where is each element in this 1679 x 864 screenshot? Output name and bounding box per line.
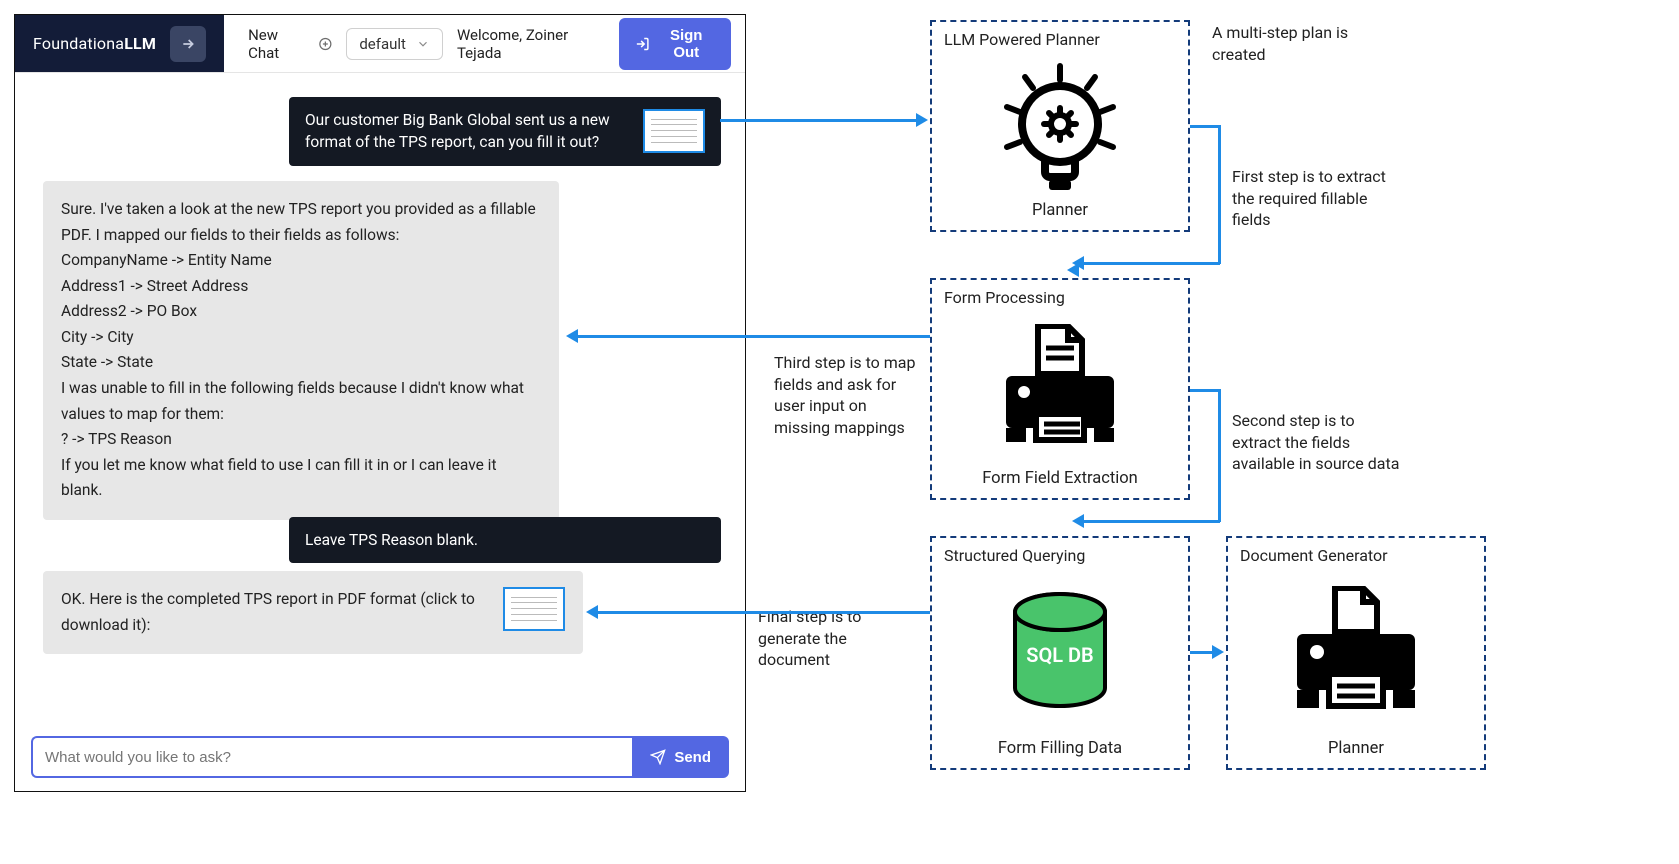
user-message-1: Our customer Big Bank Global sent us a n…: [289, 97, 721, 166]
chat-topbar: FoundationaLLM New Chat default Welcome,…: [15, 15, 745, 73]
arrow-form-query-seg3: [1084, 520, 1220, 523]
sign-out-label: Sign Out: [657, 27, 715, 61]
assistant-response-2: OK. Here is the completed TPS report in …: [43, 571, 583, 654]
user-message-2-text: Leave TPS Reason blank.: [305, 531, 478, 549]
send-button[interactable]: Send: [632, 736, 729, 778]
arrow-chat-to-planner-head: [916, 113, 928, 127]
form-processing-title: Form Processing: [944, 288, 1065, 307]
arrow-planner-form-seg3: [1084, 262, 1220, 265]
annotation-first-step: First step is to extract the required fi…: [1232, 166, 1402, 231]
structured-querying-title: Structured Querying: [944, 546, 1085, 565]
chevron-down-icon: [416, 37, 430, 51]
arrow-planner-form-head2: [1072, 256, 1084, 270]
arrow-to-resp1-head: [566, 329, 578, 343]
assistant-response-1-text: Sure. I've taken a look at the new TPS r…: [61, 200, 536, 499]
topbar-right: New Chat default Welcome, Zoiner Tejada …: [224, 15, 745, 72]
attachment-thumbnail-1[interactable]: [643, 109, 705, 153]
arrow-planner-form-seg2: [1218, 125, 1221, 264]
user-message-1-text: Our customer Big Bank Global sent us a n…: [305, 109, 629, 154]
arrow-form-query-head: [1072, 514, 1084, 528]
arrow-query-docgen: [1190, 651, 1214, 654]
annotation-final-step: Final step is to generate the document: [758, 606, 908, 671]
lightbulb-gear-icon: [995, 62, 1125, 201]
annotation-second-step: Second step is to extract the fields ava…: [1232, 410, 1402, 475]
arrow-to-resp2: [598, 611, 930, 614]
structured-querying-box: Structured Querying SQL DB Form Filling …: [930, 536, 1190, 770]
arrow-form-query-seg1: [1190, 389, 1220, 392]
agent-select[interactable]: default: [346, 28, 443, 60]
arrow-planner-form-seg1: [1190, 125, 1220, 128]
document-generator-box: Document Generator Planner: [1226, 536, 1486, 770]
arrow-right-icon: [180, 36, 196, 52]
sidebar-toggle-button[interactable]: [170, 26, 206, 62]
document-generator-title: Document Generator: [1240, 546, 1388, 565]
form-processing-box: Form Processing Form Field Ex: [930, 278, 1190, 500]
arrow-to-resp2-head: [586, 605, 598, 619]
document-generator-caption: Planner: [1228, 739, 1484, 758]
arrow-to-resp1: [578, 335, 930, 338]
arrow-query-docgen-head: [1212, 645, 1224, 659]
user-message-2: Leave TPS Reason blank.: [289, 517, 721, 563]
form-processing-caption: Form Field Extraction: [932, 469, 1188, 488]
planner-box: LLM Powered Planner: [930, 20, 1190, 232]
download-attachment-link[interactable]: [503, 587, 565, 631]
welcome-text: Welcome, Zoiner Tejada: [457, 26, 605, 62]
brand-block: FoundationaLLM: [15, 15, 224, 72]
database-icon: SQL DB: [1005, 590, 1115, 714]
printer-icon: [1291, 586, 1421, 720]
chat-window: FoundationaLLM New Chat default Welcome,…: [14, 14, 746, 792]
plus-icon: [318, 36, 333, 52]
chat-input-row: Send: [15, 723, 745, 791]
structured-querying-caption: Form Filling Data: [932, 739, 1188, 758]
assistant-response-2-text: OK. Here is the completed TPS report in …: [61, 587, 489, 638]
planner-box-caption: Planner: [932, 201, 1188, 220]
new-chat-label: New Chat: [248, 26, 308, 62]
agent-select-value: default: [359, 35, 406, 53]
sign-out-button[interactable]: Sign Out: [619, 18, 731, 70]
assistant-response-1: Sure. I've taken a look at the new TPS r…: [43, 181, 559, 520]
planner-box-title: LLM Powered Planner: [944, 30, 1100, 49]
arrow-chat-to-planner: [720, 119, 918, 122]
printer-document-icon: [1000, 324, 1120, 448]
chat-body: Our customer Big Bank Global sent us a n…: [15, 73, 745, 723]
database-label: SQL DB: [1026, 643, 1094, 667]
chat-input[interactable]: [31, 736, 632, 778]
sign-out-icon: [635, 36, 650, 52]
brand-name: FoundationaLLM: [33, 34, 156, 53]
annotation-multi-step: A multi-step plan is created: [1212, 22, 1382, 65]
annotation-third-step: Third step is to map fields and ask for …: [774, 352, 924, 438]
new-chat-button[interactable]: New Chat: [248, 26, 332, 62]
send-label: Send: [674, 749, 711, 766]
send-icon: [650, 749, 666, 765]
arrow-form-query-seg2: [1218, 389, 1221, 522]
